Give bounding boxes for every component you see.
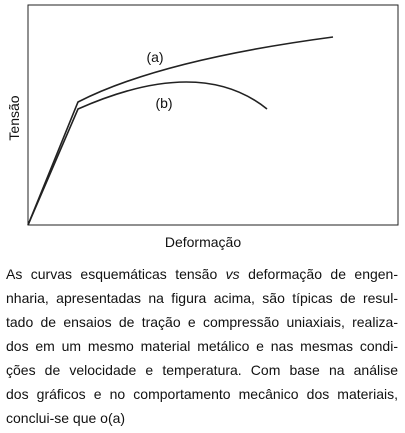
plot-frame: [27, 4, 399, 226]
paragraph-line: ções de velocidade e temperatura. Com ba…: [6, 362, 398, 378]
figure: (a) (b) Tensão Deformação: [6, 4, 399, 250]
x-axis-label: Deformação: [165, 234, 241, 250]
curve-label: (b): [155, 95, 172, 111]
curve-label: (a): [146, 49, 163, 65]
paragraph-line: As curvas esquemáticas tensão vs deforma…: [6, 262, 398, 286]
text: As curvas esquemáticas tensão: [6, 266, 226, 282]
curve-a: [27, 36, 334, 226]
paragraph-line: nharia, apresentadas na figura acima, sã…: [6, 290, 398, 306]
paragraph-line: dos em um mesmo material metálico e nas …: [6, 338, 398, 354]
paragraph-line: tado de ensaios de tração e compressão u…: [6, 314, 398, 330]
y-axis-label: Tensão: [6, 95, 22, 140]
curve-b: [27, 81, 268, 226]
paragraph-line: conclui-se que o(a): [6, 410, 126, 426]
paragraph: As curvas esquemáticas tensão vs deforma…: [6, 262, 398, 430]
italic-text: vs: [225, 266, 240, 282]
paragraph-line: dos gráficos e no comportamento mecânico…: [6, 386, 398, 402]
text: deformação de engen-: [239, 266, 399, 282]
